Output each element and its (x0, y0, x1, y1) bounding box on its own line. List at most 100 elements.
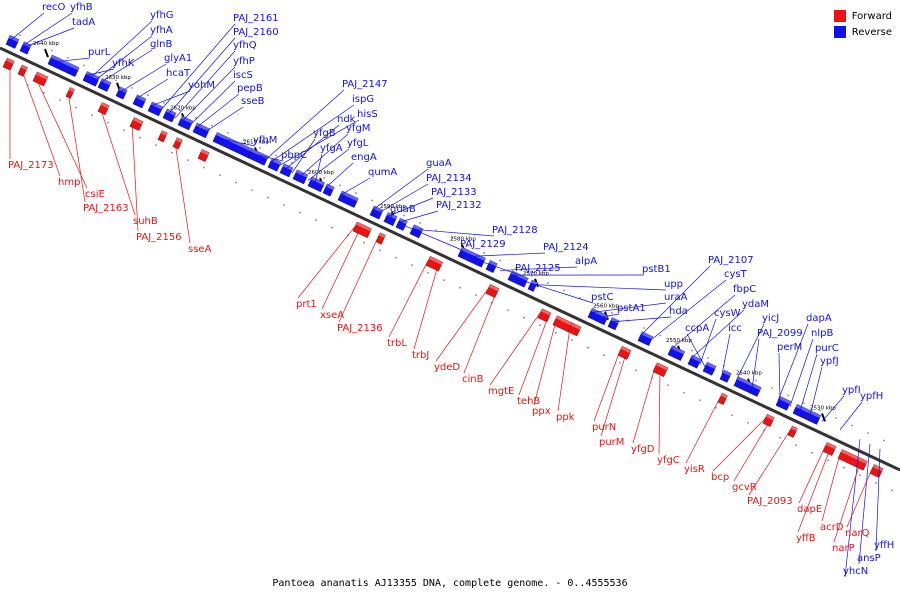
forward-gene-label[interactable]: xseA (320, 310, 344, 321)
reverse-gene-label[interactable]: yfhM (253, 135, 277, 146)
reverse-gene-label[interactable]: yfhQ (233, 40, 257, 51)
reverse-gene-label[interactable]: fbpC (733, 284, 756, 295)
reverse-gene-label[interactable]: PAJ_2134 (426, 173, 472, 184)
forward-gene[interactable] (17, 64, 28, 77)
reverse-gene[interactable] (132, 94, 147, 109)
reverse-gene-label[interactable]: yfgL (347, 138, 369, 149)
reverse-gene-label[interactable]: guaA (426, 158, 452, 169)
reverse-gene-label[interactable]: yfgM (346, 123, 370, 134)
forward-gene-label[interactable]: hmp (58, 177, 80, 188)
forward-gene[interactable] (65, 87, 75, 99)
reverse-gene-label[interactable]: nlpB (811, 328, 833, 339)
reverse-gene[interactable] (457, 246, 486, 268)
reverse-gene-label[interactable]: glyA1 (164, 53, 192, 64)
forward-gene-label[interactable]: PAJ_2163 (83, 203, 129, 214)
forward-gene-label[interactable]: yfgD (631, 444, 655, 455)
reverse-gene-label[interactable]: purL (88, 47, 111, 58)
reverse-gene-label[interactable]: recO (42, 2, 66, 13)
reverse-gene-label[interactable]: PAJ_2099 (757, 328, 803, 339)
reverse-gene[interactable] (47, 54, 80, 77)
forward-gene[interactable] (32, 71, 49, 87)
reverse-gene[interactable] (702, 361, 717, 376)
reverse-gene[interactable] (792, 404, 810, 420)
forward-gene-label[interactable]: sseA (188, 244, 212, 255)
forward-gene-label[interactable]: PAJ_2156 (136, 232, 182, 243)
forward-gene-label[interactable]: tehB (517, 396, 540, 407)
reverse-gene-label[interactable]: ypfJ (820, 356, 839, 367)
reverse-gene-label[interactable]: cysW (714, 308, 741, 319)
reverse-gene[interactable] (687, 354, 702, 369)
forward-gene-label[interactable]: mgtE (488, 386, 514, 397)
forward-gene-label[interactable]: bcp (711, 472, 729, 483)
forward-gene[interactable] (537, 308, 552, 323)
reverse-gene-label[interactable]: PAJ_2160 (233, 27, 279, 38)
forward-gene-label[interactable]: purM (599, 437, 624, 448)
forward-gene-label[interactable]: yisR (684, 464, 705, 475)
reverse-gene-label[interactable]: hcaT (166, 68, 191, 79)
forward-gene-label[interactable]: trbL (387, 338, 407, 349)
reverse-gene[interactable] (279, 163, 294, 178)
reverse-gene-label[interactable]: ansP (857, 553, 881, 564)
reverse-gene-label[interactable]: dapA (806, 313, 832, 324)
forward-gene[interactable] (869, 464, 884, 478)
reverse-gene-label[interactable]: icc (728, 323, 742, 334)
reverse-gene-label[interactable]: yfhK (112, 58, 135, 69)
forward-gene-label[interactable]: acrD (820, 522, 844, 533)
reverse-gene-label[interactable]: yfhG (150, 10, 174, 21)
forward-gene-label[interactable]: dapE (797, 504, 822, 515)
reverse-gene-label[interactable]: PAJ_2147 (342, 79, 388, 90)
forward-gene-label[interactable]: narP (832, 543, 855, 554)
reverse-gene-label[interactable]: qumA (368, 167, 397, 178)
reverse-gene-label[interactable]: PAJ_2128 (492, 225, 538, 236)
reverse-gene-label[interactable]: uraA (664, 292, 688, 303)
reverse-gene-label[interactable]: pstA1 (617, 303, 646, 314)
reverse-gene-label[interactable]: ndk (337, 114, 356, 125)
reverse-gene-label[interactable]: PAJ_2132 (436, 200, 482, 211)
forward-gene[interactable] (762, 413, 775, 427)
reverse-gene[interactable] (307, 176, 325, 193)
reverse-gene-label[interactable]: ydaM (742, 299, 769, 310)
reverse-gene-label[interactable]: yfgA (320, 143, 343, 154)
forward-gene[interactable] (172, 137, 183, 150)
reverse-gene[interactable] (527, 279, 538, 292)
forward-gene-label[interactable]: purN (592, 422, 616, 433)
forward-gene-label[interactable]: ppk (556, 412, 575, 423)
forward-gene-label[interactable]: cinB (462, 374, 484, 385)
reverse-gene[interactable] (607, 317, 620, 331)
reverse-gene-label[interactable]: ypfI (842, 385, 861, 396)
reverse-gene[interactable] (177, 115, 194, 131)
forward-gene-label[interactable]: ydeD (434, 362, 460, 373)
reverse-gene-label[interactable]: cysT (724, 269, 748, 280)
reverse-gene-label[interactable]: upp (664, 279, 683, 290)
forward-gene-label[interactable]: ppx (532, 406, 551, 417)
reverse-gene-label[interactable]: yfhP (233, 56, 255, 67)
reverse-gene-label[interactable]: pepB (237, 83, 263, 94)
reverse-gene-label[interactable]: yfhA (150, 25, 173, 36)
forward-gene[interactable] (822, 442, 837, 456)
forward-gene[interactable] (485, 284, 500, 298)
reverse-gene[interactable] (805, 410, 822, 425)
reverse-gene-label[interactable]: hda (669, 306, 688, 317)
forward-gene[interactable] (352, 221, 372, 238)
reverse-gene-label[interactable]: purC (815, 343, 839, 354)
reverse-gene-label[interactable]: ispG (352, 94, 374, 105)
forward-gene-label[interactable]: csiE (85, 189, 105, 200)
reverse-gene[interactable] (97, 78, 112, 92)
reverse-gene-label[interactable]: yhcN (843, 566, 868, 577)
reverse-gene-label[interactable]: tadA (72, 17, 95, 28)
reverse-gene-label[interactable]: yffH (874, 540, 894, 551)
reverse-gene[interactable] (395, 217, 408, 231)
reverse-gene[interactable] (322, 183, 335, 197)
reverse-gene-label[interactable]: yfhB (70, 2, 93, 13)
reverse-gene-label[interactable]: sseB (241, 96, 265, 107)
forward-gene-label[interactable]: PAJ_2093 (747, 496, 793, 507)
forward-gene[interactable] (617, 345, 632, 360)
reverse-gene[interactable] (667, 345, 685, 361)
reverse-gene[interactable] (383, 212, 398, 226)
forward-gene[interactable] (567, 322, 582, 337)
forward-gene[interactable] (129, 117, 144, 131)
reverse-gene-label[interactable]: PAJ_2129 (460, 239, 506, 250)
forward-gene-label[interactable]: narQ (845, 528, 870, 539)
reverse-gene-label[interactable]: ypfH (860, 391, 883, 402)
reverse-gene-label[interactable]: alpA (575, 256, 597, 267)
